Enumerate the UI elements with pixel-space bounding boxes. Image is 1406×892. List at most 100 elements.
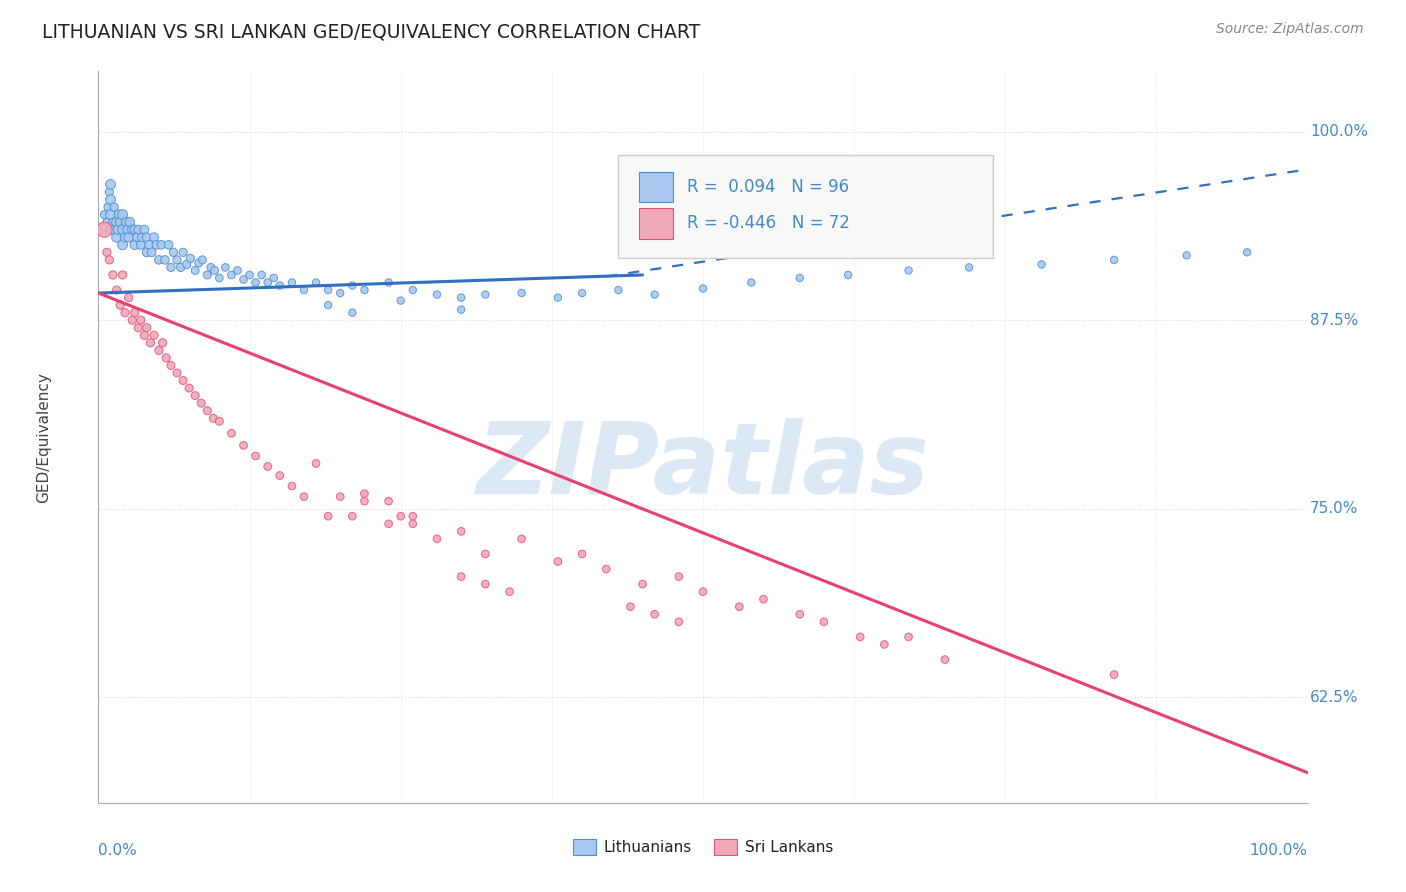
Point [100, 193, 122, 207]
Point [195, 403, 218, 417]
Point [166, 252, 188, 267]
Point [631, 577, 654, 591]
Point [135, 230, 157, 244]
Point [108, 215, 131, 229]
Point [124, 306, 146, 320]
Point [510, 532, 533, 546]
Point [103, 200, 125, 214]
Point [143, 328, 166, 343]
Point [145, 237, 167, 252]
Point [668, 569, 690, 583]
Point [155, 351, 177, 365]
Text: 75.0%: 75.0% [1310, 501, 1358, 516]
Point [1102, 667, 1125, 681]
Legend: Lithuanians, Sri Lankans: Lithuanians, Sri Lankans [567, 833, 839, 861]
Point [134, 223, 156, 237]
Point [118, 230, 141, 244]
Point [426, 287, 449, 301]
Point [152, 335, 174, 350]
Point [450, 291, 472, 305]
Point [148, 252, 170, 267]
Point [190, 396, 212, 410]
Point [1102, 252, 1125, 267]
Point [101, 215, 124, 229]
Text: GED/Equivalency: GED/Equivalency [37, 372, 52, 502]
Bar [638, 171, 673, 202]
Point [837, 268, 859, 282]
Point [571, 286, 593, 301]
Point [1236, 245, 1258, 260]
Point [426, 532, 449, 546]
Point [121, 313, 143, 327]
Point [232, 272, 254, 286]
Point [232, 438, 254, 452]
Point [250, 268, 273, 282]
Point [353, 494, 375, 508]
Point [124, 223, 146, 237]
Point [101, 268, 124, 282]
Point [135, 320, 157, 334]
Point [1175, 248, 1198, 262]
Point [329, 286, 352, 301]
Point [897, 630, 920, 644]
Point [389, 293, 412, 308]
Point [160, 260, 183, 275]
Point [239, 268, 262, 282]
Point [141, 245, 163, 260]
Point [160, 359, 183, 373]
Point [221, 426, 243, 441]
Point [179, 381, 201, 395]
Point [139, 335, 162, 350]
Point [111, 237, 134, 252]
Point [108, 208, 131, 222]
Point [179, 252, 201, 266]
Point [269, 278, 291, 293]
Point [93, 208, 115, 222]
Text: 87.5%: 87.5% [1310, 313, 1358, 327]
Point [172, 245, 194, 260]
Point [316, 298, 339, 312]
Point [644, 287, 666, 301]
Point [263, 271, 285, 285]
Point [934, 652, 956, 666]
Point [202, 411, 225, 425]
Point [316, 283, 339, 297]
Point [226, 263, 249, 277]
Point [342, 509, 364, 524]
Point [510, 286, 533, 301]
Point [377, 516, 399, 531]
Point [98, 252, 121, 267]
Point [281, 479, 304, 493]
Point [342, 306, 364, 320]
Point [135, 245, 157, 260]
Point [127, 223, 149, 237]
Point [114, 306, 136, 320]
Text: ZIPatlas: ZIPatlas [477, 417, 929, 515]
Point [100, 208, 122, 222]
Point [105, 283, 128, 297]
Point [329, 490, 352, 504]
Point [166, 366, 188, 380]
Point [316, 509, 339, 524]
Point [571, 547, 593, 561]
Point [957, 260, 980, 275]
Point [108, 298, 131, 312]
Point [789, 271, 811, 285]
Point [114, 230, 136, 244]
Point [256, 276, 278, 290]
Point [292, 283, 315, 297]
Text: R = -0.446   N = 72: R = -0.446 N = 72 [688, 214, 851, 233]
Point [607, 283, 630, 297]
Text: R =  0.094   N = 96: R = 0.094 N = 96 [688, 178, 849, 196]
Point [100, 178, 122, 192]
Point [131, 230, 153, 244]
Point [692, 584, 714, 599]
Point [204, 263, 226, 277]
Point [402, 516, 425, 531]
Point [305, 457, 328, 471]
Point [162, 245, 184, 260]
Text: 100.0%: 100.0% [1310, 124, 1368, 139]
Point [644, 607, 666, 622]
Point [1031, 257, 1053, 271]
Point [292, 490, 315, 504]
